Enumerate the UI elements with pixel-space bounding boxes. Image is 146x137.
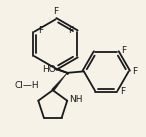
Text: NH: NH	[69, 95, 83, 104]
Polygon shape	[52, 73, 67, 91]
Text: F: F	[132, 67, 137, 76]
Text: F: F	[53, 7, 58, 16]
Text: F: F	[120, 87, 125, 96]
Text: F: F	[38, 26, 43, 35]
Text: HO: HO	[42, 65, 56, 74]
Text: F: F	[121, 46, 126, 55]
Text: Cl—H: Cl—H	[14, 81, 39, 90]
Text: F: F	[68, 26, 73, 35]
